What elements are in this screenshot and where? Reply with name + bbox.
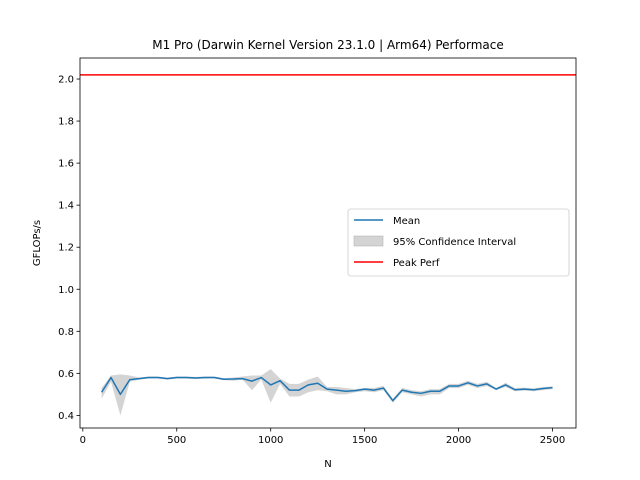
legend-ci-swatch [354,236,383,246]
legend-ci-label: 95% Confidence Interval [393,237,516,248]
x-axis-label: N [324,459,331,470]
x-tick-label: 2500 [540,435,565,446]
legend: Mean 95% Confidence Interval Peak Perf [348,209,569,276]
x-tick-label: 2000 [446,435,471,446]
y-tick-label: 1.8 [58,117,74,128]
x-tick-label: 1500 [352,435,377,446]
y-tick-label: 0.4 [58,411,74,422]
y-tick-label: 0.6 [58,369,74,380]
y-tick-label: 1.2 [58,243,74,254]
y-tick-label: 1.4 [58,201,74,212]
y-tick-label: 0.8 [58,327,74,338]
y-tick-label: 1.6 [58,159,74,170]
x-tick-label: 500 [167,435,186,446]
x-tick-label: 0 [80,435,86,446]
chart-title: M1 Pro (Darwin Kernel Version 23.1.0 | A… [152,38,504,52]
legend-mean-label: Mean [393,216,420,227]
y-axis-label: GFLOPs/s [32,220,43,266]
legend-peak-label: Peak Perf [393,258,440,269]
y-tick-label: 2.0 [58,75,74,86]
x-tick-label: 1000 [258,435,283,446]
y-tick-label: 1.0 [58,285,74,296]
